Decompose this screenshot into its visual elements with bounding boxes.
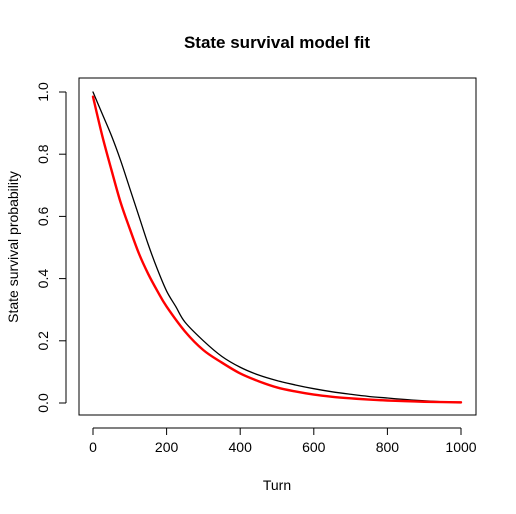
- y-tick-label: 0.4: [35, 269, 51, 289]
- series-line-red: [91, 95, 463, 404]
- x-tick-label: 400: [229, 439, 253, 455]
- y-tick-label: 0.0: [35, 393, 51, 413]
- y-axis: 0.0 0.2 0.4 0.6 0.8 1.0: [35, 82, 67, 413]
- series-line-black: [92, 91, 462, 404]
- y-tick-label: 1.0: [35, 82, 51, 102]
- x-axis-label: Turn: [263, 477, 291, 493]
- x-axis: 0 200 400 600 800 1000: [89, 427, 477, 455]
- series-layer: [91, 91, 463, 404]
- y-tick-label: 0.8: [35, 144, 51, 164]
- plot-box: [78, 77, 477, 416]
- x-tick-label: 800: [376, 439, 400, 455]
- y-tick-label: 0.6: [35, 206, 51, 226]
- x-tick-label: 600: [302, 439, 326, 455]
- y-tick-label: 0.2: [35, 331, 51, 351]
- x-tick-label: 0: [89, 439, 97, 455]
- x-tick-label: 200: [155, 439, 179, 455]
- chart-title: State survival model fit: [184, 33, 370, 52]
- x-tick-label: 1000: [445, 439, 476, 455]
- y-axis-label: State survival probability: [5, 171, 21, 323]
